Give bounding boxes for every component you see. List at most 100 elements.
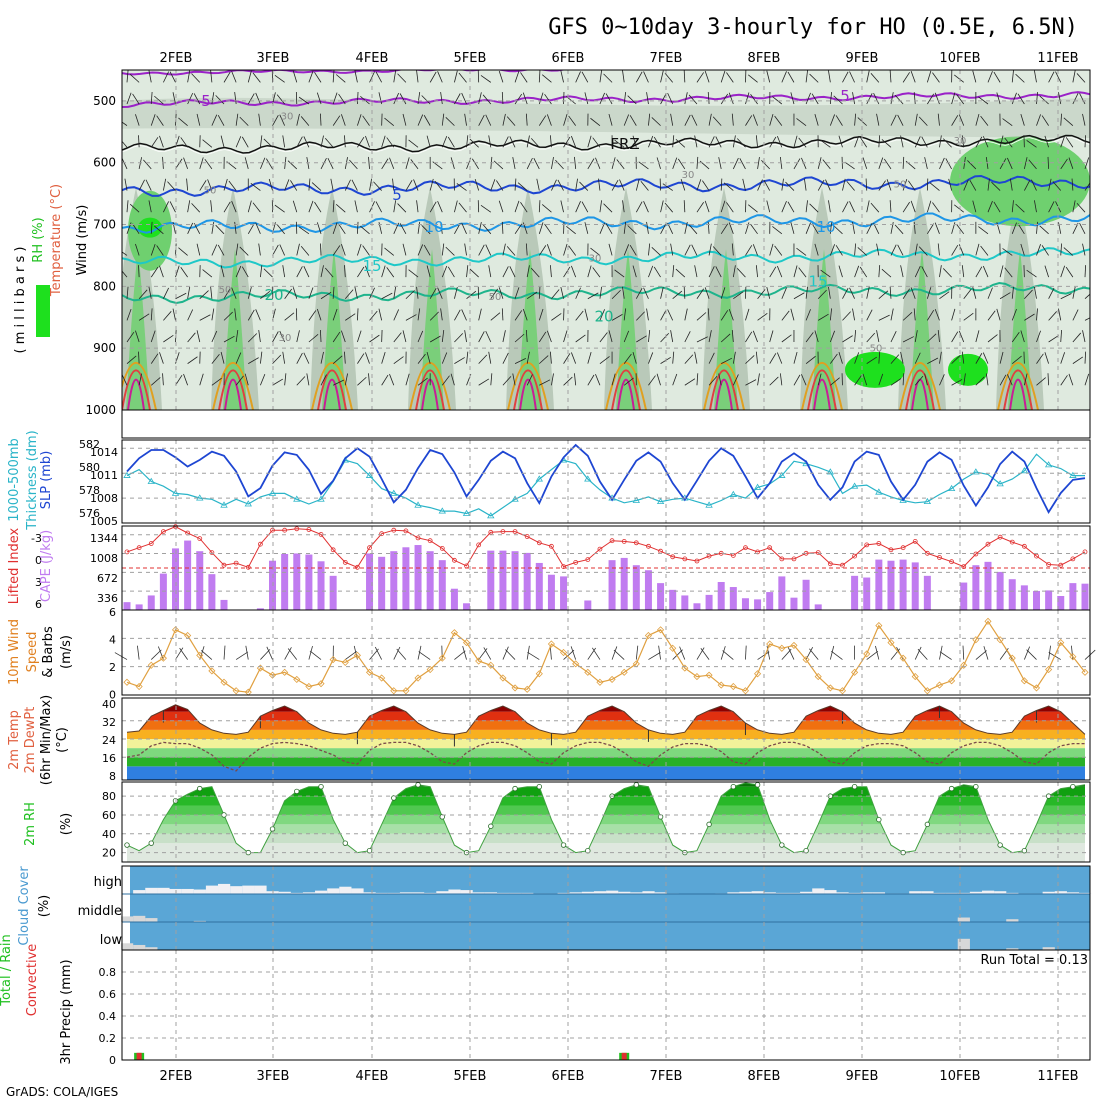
- wind-barb: [752, 114, 758, 126]
- wind-speed-marker: [123, 678, 131, 686]
- wind-speed-marker: [135, 682, 143, 691]
- thickness-tick: 576: [79, 507, 100, 520]
- wind-speed-marker: [353, 651, 361, 659]
- wind-barb: [211, 354, 220, 364]
- panel-label: Lifted Index: [7, 527, 22, 604]
- cape-bar: [547, 574, 555, 610]
- wind-barb: [319, 243, 322, 256]
- wind-barb: [1048, 287, 1055, 299]
- rh-marker: [730, 784, 737, 790]
- wind-barb: [951, 244, 959, 256]
- wind-barb: [688, 224, 698, 235]
- surface-wind-barb: [672, 649, 683, 660]
- surface-wind-barb: [245, 645, 249, 660]
- wind-barb: [745, 245, 753, 256]
- wind-barb: [720, 70, 726, 83]
- wind-barb: [129, 203, 140, 213]
- date-label-top: 5FEB: [454, 51, 487, 66]
- wind-barb: [996, 308, 1001, 321]
- lifted-index-marker: [282, 527, 288, 533]
- lifted-index-tick: 6: [35, 598, 42, 611]
- wind-barb: [196, 243, 201, 256]
- wind-barb: [135, 114, 140, 126]
- surface-wind-barb: [417, 645, 422, 660]
- cape-bar: [184, 540, 192, 610]
- wind-barb: [514, 93, 523, 105]
- wind-barb: [150, 137, 159, 148]
- wind-barb: [132, 223, 140, 235]
- wind-barb: [437, 71, 443, 83]
- wind-barb: [303, 352, 310, 364]
- wind-barb: [235, 113, 239, 126]
- wind-barb: [539, 379, 551, 386]
- wind-barb: [202, 139, 213, 148]
- cloud-level-label: high: [94, 875, 122, 890]
- cloud-bar: [193, 920, 206, 922]
- thickness-marker: [414, 501, 422, 508]
- wind-barb: [648, 265, 654, 278]
- wind-barb: [1011, 286, 1014, 299]
- wind-barb: [866, 93, 873, 105]
- wind-speed-marker: [851, 668, 859, 676]
- wind-barb: [707, 221, 710, 234]
- surface-wind-barb: [809, 648, 819, 660]
- wind-barb: [954, 204, 964, 213]
- temp-color-bands: [127, 704, 1085, 780]
- wind-barb: [611, 314, 623, 321]
- boundary-layer-spike: [899, 361, 941, 410]
- date-label-bottom: 5FEB: [454, 1069, 487, 1084]
- thickness-marker: [123, 471, 131, 478]
- wind-barb: [889, 70, 892, 83]
- wind-barb: [648, 135, 654, 148]
- wind-barb: [1047, 156, 1050, 169]
- thickness-marker: [584, 475, 592, 482]
- wind-barb: [211, 92, 215, 105]
- wind-barb: [332, 70, 335, 83]
- wind-barb: [300, 246, 310, 256]
- wind-barb: [223, 71, 231, 83]
- wind-barb: [287, 160, 298, 170]
- wind-barb: [272, 331, 279, 343]
- wind-barb: [757, 373, 760, 386]
- pressure-tick: 900: [93, 341, 116, 355]
- wind-barb: [332, 286, 335, 299]
- wind-barb: [138, 351, 140, 364]
- wind-barb: [247, 93, 255, 105]
- wind-barb: [684, 331, 691, 343]
- wind-barb: [769, 353, 777, 364]
- wind-barb: [332, 379, 345, 386]
- date-label-top: 4FEB: [356, 51, 389, 66]
- cape-bar: [1008, 579, 1016, 610]
- cape-bar: [875, 559, 883, 610]
- wind-barb: [623, 92, 627, 105]
- surface-wind-barb: [696, 647, 705, 660]
- cloud-bar: [193, 889, 206, 894]
- wind-barb: [809, 203, 819, 213]
- wind-barb: [393, 309, 400, 321]
- wind-barb: [672, 290, 683, 300]
- wind-barb: [159, 352, 164, 364]
- wind-barb: [538, 222, 544, 234]
- wind-barb: [239, 116, 249, 126]
- cloud-bar: [921, 891, 934, 894]
- wind-barb: [809, 73, 819, 83]
- wind-speed-marker: [717, 681, 725, 689]
- wind-barb: [145, 179, 152, 191]
- wind-barb: [745, 115, 753, 126]
- wind-barb: [349, 159, 358, 170]
- thickness-marker: [850, 482, 859, 489]
- wind-barb: [126, 355, 137, 364]
- wind-speed-marker: [147, 661, 155, 669]
- wind-barb: [648, 243, 651, 256]
- wind-barb: [490, 288, 499, 299]
- wind-barb: [332, 200, 335, 213]
- wind-barb: [581, 71, 589, 83]
- wind-barb: [485, 330, 492, 343]
- wind-barb: [1011, 355, 1022, 364]
- wind-barb: [876, 330, 880, 343]
- contour-label: FRZ: [610, 135, 639, 153]
- date-label-bottom: 9FEB: [846, 1069, 879, 1084]
- cloud-bar: [981, 890, 995, 894]
- wind-barb: [814, 330, 819, 343]
- thickness-marker: [1069, 471, 1077, 478]
